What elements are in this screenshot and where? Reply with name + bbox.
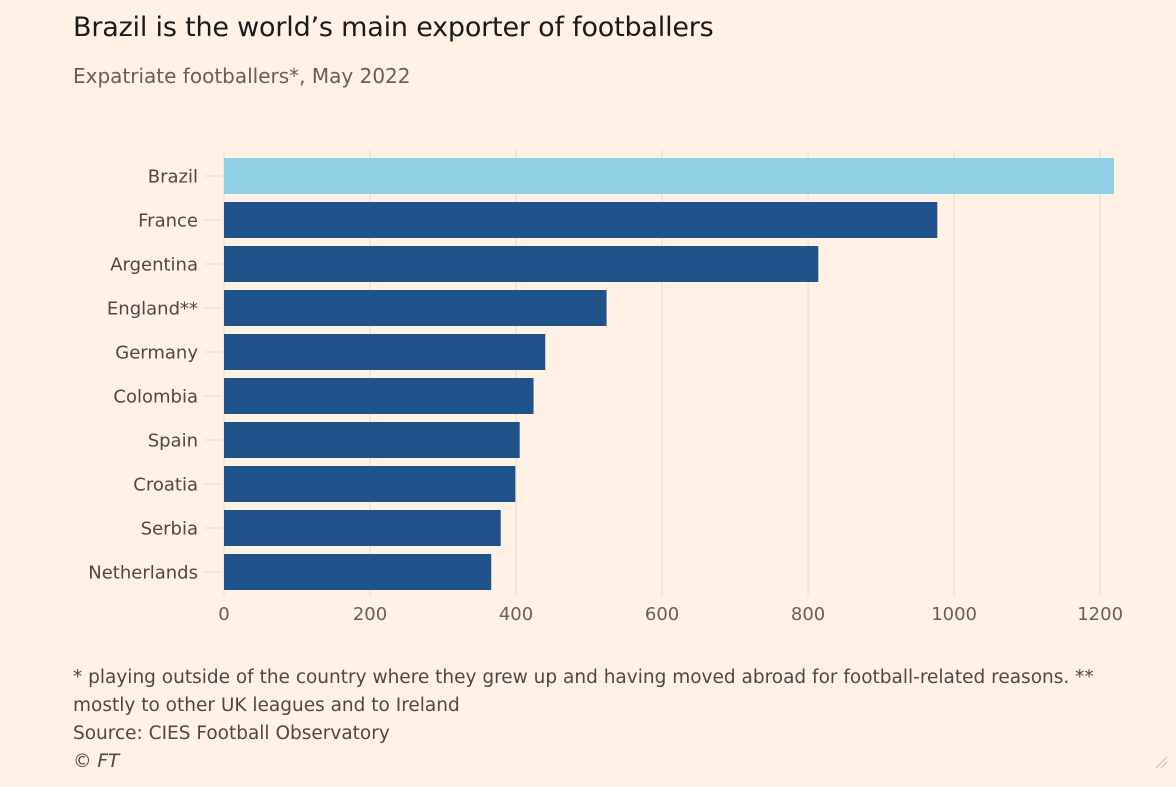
resize-grip-icon[interactable] [1154, 755, 1168, 769]
y-tick-label: Germany [115, 343, 198, 364]
x-tick-label: 600 [645, 604, 679, 625]
bar-argentina [224, 246, 819, 282]
x-tick-label: 0 [218, 604, 229, 625]
bar-colombia [224, 378, 534, 414]
y-tick-label: Netherlands [88, 563, 198, 584]
bar-spain [224, 422, 520, 458]
y-tick-label: France [138, 211, 198, 232]
y-tick-label: Argentina [110, 255, 198, 276]
chart-subtitle: Expatriate footballers*, May 2022 [73, 64, 411, 88]
chart-title: Brazil is the world’s main exporter of f… [73, 12, 714, 43]
x-tick-label: 400 [499, 604, 533, 625]
bar-england [224, 290, 607, 326]
y-tick-label: Colombia [113, 387, 198, 408]
y-tick-label: Serbia [141, 519, 198, 540]
y-tick-label: Spain [148, 431, 198, 452]
y-tick-label: Brazil [148, 167, 198, 188]
bar-chart: 0 200 400 600 800 1000 1200 Brazil France Argenti… [88, 150, 1123, 625]
x-tick-label: 1200 [1077, 604, 1123, 625]
chart-footnote: * playing outside of the country where t… [73, 664, 1133, 776]
bar-france [224, 202, 938, 238]
bar-germany [224, 334, 546, 370]
y-tick-label: England** [107, 299, 198, 320]
footnote-line-1: * playing outside of the country where t… [73, 667, 1094, 688]
x-tick-label: 1000 [931, 604, 977, 625]
credit-line: © FT [73, 751, 120, 772]
footnote-line-2: mostly to other UK leagues and to Irelan… [73, 695, 460, 716]
x-tick-label: 800 [791, 604, 825, 625]
bar-croatia [224, 466, 516, 502]
bar-serbia [224, 510, 501, 546]
y-tick-label: Croatia [133, 475, 198, 496]
source-line: Source: CIES Football Observatory [73, 723, 390, 744]
x-tick-label: 200 [353, 604, 387, 625]
bar-brazil [224, 158, 1114, 194]
bar-netherlands [224, 554, 492, 590]
